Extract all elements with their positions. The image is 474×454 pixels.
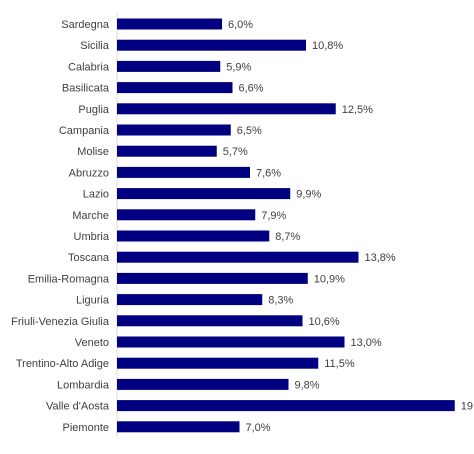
bar — [117, 124, 231, 136]
category-label: Valle d'Aosta — [46, 401, 110, 413]
category-label: Sardegna — [61, 19, 110, 31]
category-label: Sicilia — [80, 40, 110, 52]
category-label: Umbria — [74, 231, 110, 243]
value-label: 5,9% — [226, 61, 251, 73]
bar — [117, 145, 217, 157]
value-label: 9,9% — [296, 189, 321, 201]
value-label: 9,8% — [295, 379, 320, 391]
category-label: Toscana — [68, 252, 110, 264]
bar — [117, 18, 222, 30]
value-label: 10,6% — [309, 316, 340, 328]
value-label: 8,7% — [275, 231, 300, 243]
category-label: Basilicata — [62, 83, 110, 95]
category-label: Emilia-Romagna — [28, 273, 110, 285]
category-label: Trentino-Alto Adige — [16, 358, 109, 370]
value-label: 6,5% — [237, 125, 262, 137]
value-label: 5,7% — [223, 146, 248, 158]
value-label: 6,6% — [239, 83, 264, 95]
value-label: 13,0% — [351, 337, 382, 349]
category-label: Campania — [59, 125, 110, 137]
category-label: Abruzzo — [69, 167, 109, 179]
bar — [117, 400, 455, 412]
bar — [117, 82, 233, 94]
value-label: 19,3% — [461, 401, 474, 413]
bar — [117, 60, 221, 72]
value-label: 10,8% — [312, 40, 343, 52]
bar — [117, 357, 319, 369]
value-label: 7,9% — [261, 210, 286, 222]
category-label: Friuli-Venezia Giulia — [11, 316, 110, 328]
value-label: 12,5% — [342, 104, 373, 116]
value-label: 6,0% — [228, 19, 253, 31]
bar — [117, 188, 291, 200]
bar — [117, 166, 250, 178]
value-label: 10,9% — [314, 273, 345, 285]
bar — [117, 251, 359, 263]
category-label: Puglia — [78, 104, 109, 116]
value-label: 7,6% — [256, 167, 281, 179]
bar — [117, 39, 306, 51]
value-label: 11,5% — [324, 358, 355, 370]
category-label: Liguria — [76, 295, 110, 307]
bar — [117, 421, 240, 433]
bar — [117, 230, 270, 242]
bar — [117, 209, 256, 221]
value-label: 7,0% — [246, 422, 271, 434]
bar — [117, 103, 336, 115]
category-label: Calabria — [68, 61, 110, 73]
value-label: 13,8% — [365, 252, 396, 264]
category-label: Veneto — [75, 337, 109, 349]
category-label: Marche — [72, 210, 109, 222]
plot-area: Sardegna 6,0% Sicilia 10,8% Calabria 5,9% Basi… — [11, 13, 474, 438]
category-label: Lazio — [83, 189, 109, 201]
category-label: Piemonte — [63, 422, 109, 434]
category-label: Lombardia — [57, 379, 110, 391]
value-label: 8,3% — [268, 295, 293, 307]
bar — [117, 272, 308, 284]
bar — [117, 294, 263, 306]
category-label: Molise — [77, 146, 109, 158]
bar — [117, 336, 345, 348]
bar — [117, 378, 289, 390]
bar — [117, 315, 303, 327]
